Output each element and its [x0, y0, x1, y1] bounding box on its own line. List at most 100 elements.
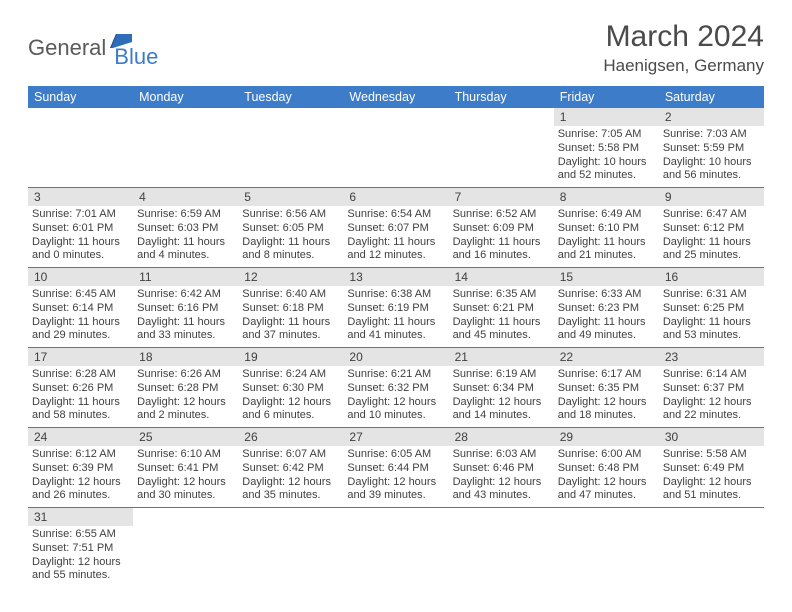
daylight-line: Daylight: 11 hours and 53 minutes.: [663, 316, 760, 344]
daylight-line: Daylight: 11 hours and 16 minutes.: [453, 236, 550, 264]
sunrise-line: Sunrise: 6:55 AM: [32, 528, 129, 542]
sunrise-line: Sunrise: 6:54 AM: [347, 208, 444, 222]
daylight-line: Daylight: 12 hours and 22 minutes.: [663, 396, 760, 424]
calendar-empty-cell: [449, 108, 554, 188]
day-number: 16: [659, 268, 764, 286]
day-details: Sunrise: 6:24 AMSunset: 6:30 PMDaylight:…: [238, 366, 343, 427]
daylight-line: Daylight: 11 hours and 58 minutes.: [32, 396, 129, 424]
day-details: Sunrise: 6:31 AMSunset: 6:25 PMDaylight:…: [659, 286, 764, 347]
day-details: Sunrise: 6:52 AMSunset: 6:09 PMDaylight:…: [449, 206, 554, 267]
sunrise-line: Sunrise: 6:47 AM: [663, 208, 760, 222]
calendar-day-cell: 30Sunrise: 5:58 AMSunset: 6:49 PMDayligh…: [659, 428, 764, 508]
calendar-day-cell: 2Sunrise: 7:03 AMSunset: 5:59 PMDaylight…: [659, 108, 764, 188]
calendar-day-cell: 6Sunrise: 6:54 AMSunset: 6:07 PMDaylight…: [343, 188, 448, 268]
sunrise-line: Sunrise: 6:00 AM: [558, 448, 655, 462]
sunset-line: Sunset: 6:07 PM: [347, 222, 444, 236]
sunrise-line: Sunrise: 5:58 AM: [663, 448, 760, 462]
day-details: Sunrise: 6:21 AMSunset: 6:32 PMDaylight:…: [343, 366, 448, 427]
sunrise-line: Sunrise: 6:38 AM: [347, 288, 444, 302]
sunrise-line: Sunrise: 6:28 AM: [32, 368, 129, 382]
sunset-line: Sunset: 6:14 PM: [32, 302, 129, 316]
day-details: Sunrise: 7:05 AMSunset: 5:58 PMDaylight:…: [554, 126, 659, 187]
sunrise-line: Sunrise: 6:14 AM: [663, 368, 760, 382]
day-number: 17: [28, 348, 133, 366]
calendar-day-cell: 9Sunrise: 6:47 AMSunset: 6:12 PMDaylight…: [659, 188, 764, 268]
calendar-day-cell: 14Sunrise: 6:35 AMSunset: 6:21 PMDayligh…: [449, 268, 554, 348]
daylight-line: Daylight: 12 hours and 14 minutes.: [453, 396, 550, 424]
sunrise-line: Sunrise: 6:40 AM: [242, 288, 339, 302]
sunset-line: Sunset: 6:12 PM: [663, 222, 760, 236]
calendar-day-cell: 22Sunrise: 6:17 AMSunset: 6:35 PMDayligh…: [554, 348, 659, 428]
sunset-line: Sunset: 6:41 PM: [137, 462, 234, 476]
day-details: Sunrise: 6:26 AMSunset: 6:28 PMDaylight:…: [133, 366, 238, 427]
day-details: Sunrise: 6:35 AMSunset: 6:21 PMDaylight:…: [449, 286, 554, 347]
daylight-line: Daylight: 11 hours and 25 minutes.: [663, 236, 760, 264]
day-number: 3: [28, 188, 133, 206]
weekday-header: Saturday: [659, 86, 764, 108]
day-details: Sunrise: 6:12 AMSunset: 6:39 PMDaylight:…: [28, 446, 133, 507]
calendar-day-cell: 25Sunrise: 6:10 AMSunset: 6:41 PMDayligh…: [133, 428, 238, 508]
calendar-day-cell: 24Sunrise: 6:12 AMSunset: 6:39 PMDayligh…: [28, 428, 133, 508]
day-number: 24: [28, 428, 133, 446]
calendar-day-cell: 23Sunrise: 6:14 AMSunset: 6:37 PMDayligh…: [659, 348, 764, 428]
calendar-week-row: 31Sunrise: 6:55 AMSunset: 7:51 PMDayligh…: [28, 508, 764, 588]
day-details: Sunrise: 6:33 AMSunset: 6:23 PMDaylight:…: [554, 286, 659, 347]
day-details: Sunrise: 7:03 AMSunset: 5:59 PMDaylight:…: [659, 126, 764, 187]
calendar-empty-cell: [343, 108, 448, 188]
day-details: Sunrise: 6:47 AMSunset: 6:12 PMDaylight:…: [659, 206, 764, 267]
day-details: Sunrise: 6:00 AMSunset: 6:48 PMDaylight:…: [554, 446, 659, 507]
title-block: March 2024 Haenigsen, Germany: [603, 20, 764, 76]
day-details: Sunrise: 6:45 AMSunset: 6:14 PMDaylight:…: [28, 286, 133, 347]
header: General Blue March 2024 Haenigsen, Germa…: [28, 20, 764, 76]
sunset-line: Sunset: 6:23 PM: [558, 302, 655, 316]
calendar-day-cell: 16Sunrise: 6:31 AMSunset: 6:25 PMDayligh…: [659, 268, 764, 348]
sunset-line: Sunset: 6:30 PM: [242, 382, 339, 396]
daylight-line: Daylight: 11 hours and 0 minutes.: [32, 236, 129, 264]
sunset-line: Sunset: 6:03 PM: [137, 222, 234, 236]
daylight-line: Daylight: 11 hours and 4 minutes.: [137, 236, 234, 264]
day-details: Sunrise: 7:01 AMSunset: 6:01 PMDaylight:…: [28, 206, 133, 267]
day-number: 25: [133, 428, 238, 446]
calendar-day-cell: 31Sunrise: 6:55 AMSunset: 7:51 PMDayligh…: [28, 508, 133, 588]
sunset-line: Sunset: 6:16 PM: [137, 302, 234, 316]
calendar-day-cell: 21Sunrise: 6:19 AMSunset: 6:34 PMDayligh…: [449, 348, 554, 428]
calendar-week-row: 24Sunrise: 6:12 AMSunset: 6:39 PMDayligh…: [28, 428, 764, 508]
calendar-day-cell: 18Sunrise: 6:26 AMSunset: 6:28 PMDayligh…: [133, 348, 238, 428]
sunset-line: Sunset: 6:26 PM: [32, 382, 129, 396]
daylight-line: Daylight: 12 hours and 51 minutes.: [663, 476, 760, 504]
day-details: Sunrise: 6:54 AMSunset: 6:07 PMDaylight:…: [343, 206, 448, 267]
sunset-line: Sunset: 6:42 PM: [242, 462, 339, 476]
sunrise-line: Sunrise: 6:49 AM: [558, 208, 655, 222]
daylight-line: Daylight: 11 hours and 33 minutes.: [137, 316, 234, 344]
daylight-line: Daylight: 11 hours and 49 minutes.: [558, 316, 655, 344]
day-details: Sunrise: 6:40 AMSunset: 6:18 PMDaylight:…: [238, 286, 343, 347]
calendar-day-cell: 28Sunrise: 6:03 AMSunset: 6:46 PMDayligh…: [449, 428, 554, 508]
calendar-day-cell: 20Sunrise: 6:21 AMSunset: 6:32 PMDayligh…: [343, 348, 448, 428]
sunrise-line: Sunrise: 6:33 AM: [558, 288, 655, 302]
day-number: 30: [659, 428, 764, 446]
daylight-line: Daylight: 11 hours and 37 minutes.: [242, 316, 339, 344]
calendar-empty-cell: [28, 108, 133, 188]
month-title: March 2024: [603, 20, 764, 54]
day-number: 28: [449, 428, 554, 446]
sunrise-line: Sunrise: 6:03 AM: [453, 448, 550, 462]
weekday-header: Sunday: [28, 86, 133, 108]
calendar-day-cell: 27Sunrise: 6:05 AMSunset: 6:44 PMDayligh…: [343, 428, 448, 508]
day-details: Sunrise: 6:59 AMSunset: 6:03 PMDaylight:…: [133, 206, 238, 267]
daylight-line: Daylight: 12 hours and 26 minutes.: [32, 476, 129, 504]
sunrise-line: Sunrise: 6:26 AM: [137, 368, 234, 382]
sunrise-line: Sunrise: 6:56 AM: [242, 208, 339, 222]
day-details: Sunrise: 6:28 AMSunset: 6:26 PMDaylight:…: [28, 366, 133, 427]
sunrise-line: Sunrise: 6:07 AM: [242, 448, 339, 462]
calendar-day-cell: 7Sunrise: 6:52 AMSunset: 6:09 PMDaylight…: [449, 188, 554, 268]
calendar-day-cell: 19Sunrise: 6:24 AMSunset: 6:30 PMDayligh…: [238, 348, 343, 428]
logo-text-2: Blue: [114, 44, 158, 70]
sunset-line: Sunset: 6:32 PM: [347, 382, 444, 396]
calendar-empty-cell: [449, 508, 554, 588]
sunrise-line: Sunrise: 6:45 AM: [32, 288, 129, 302]
calendar-empty-cell: [554, 508, 659, 588]
calendar-week-row: 10Sunrise: 6:45 AMSunset: 6:14 PMDayligh…: [28, 268, 764, 348]
weekday-header: Friday: [554, 86, 659, 108]
sunrise-line: Sunrise: 6:35 AM: [453, 288, 550, 302]
daylight-line: Daylight: 11 hours and 45 minutes.: [453, 316, 550, 344]
